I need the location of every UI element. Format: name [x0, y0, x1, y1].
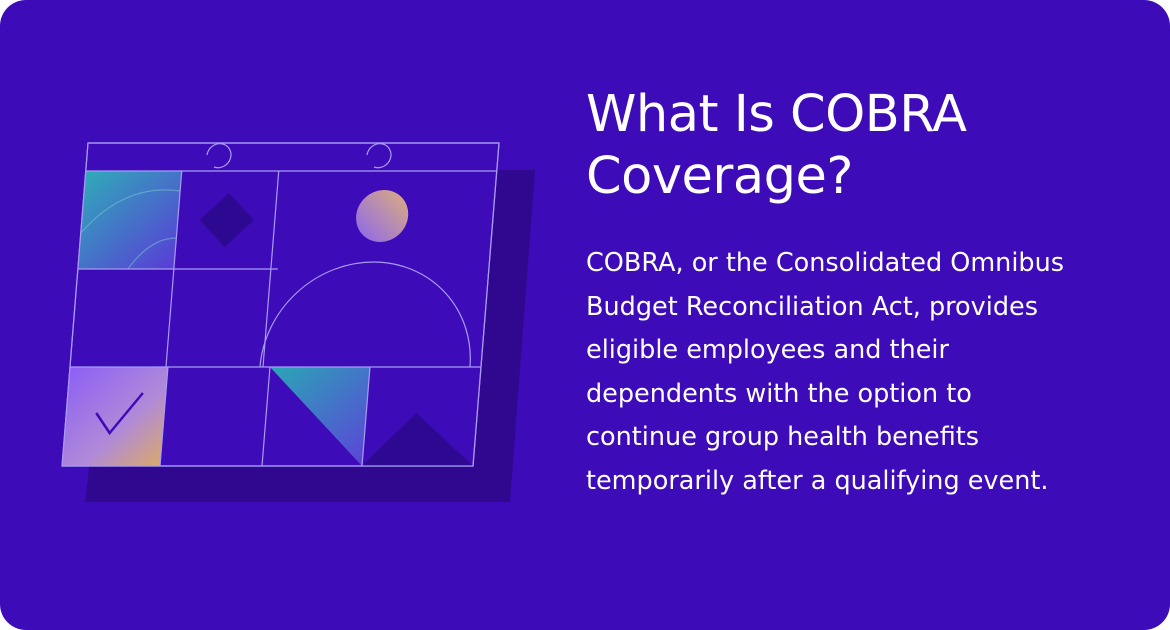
title: What Is COBRA Coverage? — [586, 85, 967, 206]
calendar — [61, 142, 500, 467]
body-text: COBRA, or the Consolidated Omnibus Budge… — [586, 248, 1065, 496]
calendar-illustration — [61, 142, 535, 502]
